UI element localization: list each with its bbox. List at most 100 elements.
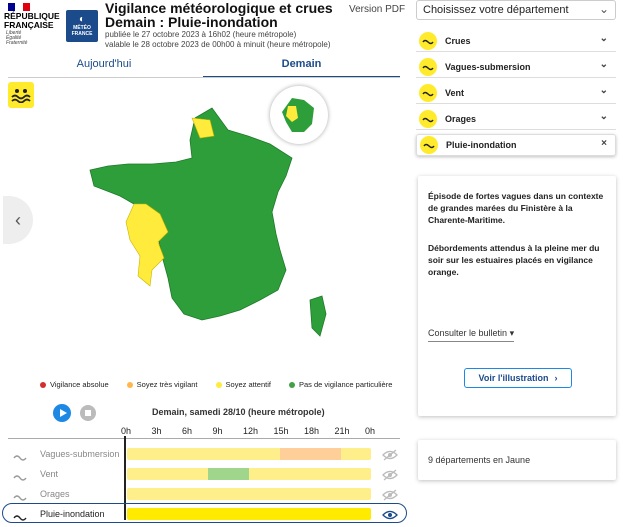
hour-label: 15h bbox=[273, 426, 289, 436]
select-placeholder: Choisissez votre département bbox=[423, 4, 569, 16]
chevron-down-icon[interactable]: ⌄ bbox=[599, 111, 608, 122]
accordion-label: Vagues-submersion bbox=[445, 61, 531, 72]
timeline-date: Demain, samedi 28/10 (heure métropole) bbox=[152, 407, 325, 417]
tab-today[interactable]: Aujourd'hui bbox=[76, 58, 132, 70]
wind-icon bbox=[13, 469, 29, 481]
hour-label: 0h bbox=[121, 426, 132, 436]
republic-logo-text: RÉPUBLIQUE FRANÇAISE bbox=[4, 12, 60, 30]
legend-dot bbox=[215, 381, 222, 388]
published-date: publiée le 27 octobre 2023 à 16h02 (heur… bbox=[105, 30, 297, 39]
waves-icon bbox=[13, 449, 29, 461]
info-paragraph-1: Épisode de fortes vagues dans un context… bbox=[428, 191, 604, 225]
hour-label: 0h bbox=[365, 426, 376, 436]
legend-item: Soyez très vigilant bbox=[126, 380, 198, 389]
map-france-green bbox=[89, 107, 293, 321]
info-paragraph-2: Débordements attendus à la pleine mer du… bbox=[428, 243, 600, 277]
meteo-france-logo[interactable]: ◐ MÉTÉO FRANCE bbox=[66, 10, 98, 42]
map-yellow-coast bbox=[125, 203, 169, 287]
republic-motto: Liberté Égalité Fraternité bbox=[6, 31, 27, 46]
title-line-2: Demain : Pluie-inondation bbox=[105, 14, 278, 30]
tab-tomorrow[interactable]: Demain bbox=[203, 58, 400, 78]
timeline-row-label[interactable]: Vent bbox=[40, 469, 59, 479]
crues-icon bbox=[419, 31, 437, 50]
chevron-down-icon[interactable]: ⌄ bbox=[599, 59, 608, 70]
close-icon[interactable]: × bbox=[601, 138, 607, 149]
eye-off-icon[interactable] bbox=[382, 468, 398, 481]
summary-text: 9 départements en Jaune bbox=[428, 455, 531, 465]
chevron-left-icon: ‹ bbox=[15, 209, 21, 230]
title-line-1: Vigilance météorologique et crues bbox=[105, 0, 333, 16]
france-vigilance-map[interactable] bbox=[80, 100, 340, 340]
accordion-label: Vent bbox=[445, 87, 465, 98]
republic-flag bbox=[8, 3, 30, 11]
hour-label: 9h bbox=[212, 426, 223, 436]
hour-label: 6h bbox=[182, 426, 193, 436]
republic-line: RÉPUBLIQUE bbox=[4, 11, 60, 21]
overseas-minimap[interactable] bbox=[270, 86, 328, 144]
summary-card: 9 départements en Jaune bbox=[418, 440, 616, 480]
caret-down-icon: ▾ bbox=[509, 328, 515, 338]
eye-off-icon[interactable] bbox=[382, 488, 398, 501]
accordion-item-crues[interactable]: Crues ⌄ bbox=[416, 30, 616, 52]
bulletin-link[interactable]: Consulter le bulletin ▾ bbox=[428, 328, 515, 342]
map-corsica bbox=[309, 295, 327, 337]
legend-dot bbox=[40, 381, 46, 388]
motto-line: Fraternité bbox=[6, 40, 28, 46]
info-card: Épisode de fortes vagues dans un context… bbox=[418, 176, 616, 416]
legend-label: Soyez attentif bbox=[225, 380, 271, 389]
motto-line: Liberté bbox=[6, 30, 22, 36]
legend-item: Vigilance absolue bbox=[40, 380, 109, 389]
accordion-item-vagues-submersion[interactable]: Vagues-submersion ⌄ bbox=[416, 56, 616, 78]
motto-line: Égalité bbox=[6, 35, 22, 41]
accordion-label: Crues bbox=[445, 35, 471, 46]
previous-button[interactable]: ‹ bbox=[3, 196, 33, 244]
bulletin-label: Consulter le bulletin bbox=[428, 328, 508, 338]
chevron-down-icon: ⌄ bbox=[598, 2, 609, 16]
republic-line: FRANÇAISE bbox=[4, 20, 54, 30]
accordion-item-orages[interactable]: Orages ⌄ bbox=[416, 108, 616, 130]
flood-icon bbox=[420, 136, 438, 154]
timeline-bar[interactable] bbox=[127, 508, 371, 520]
timeline-bar[interactable] bbox=[127, 448, 371, 460]
active-row-highlight bbox=[2, 503, 407, 523]
timeline-row-label[interactable]: Pluie-inondation bbox=[40, 509, 105, 519]
hour-label: 18h bbox=[304, 426, 320, 436]
chevron-down-icon[interactable]: ⌄ bbox=[599, 85, 608, 96]
legend-label: Pas de vigilance particulière bbox=[298, 380, 393, 389]
waves-icon bbox=[419, 57, 437, 76]
department-select[interactable]: Choisissez votre département ⌄ bbox=[416, 0, 616, 20]
logo-line: FRANCE bbox=[71, 31, 93, 37]
accordion-item-vent[interactable]: Vent ⌄ bbox=[416, 82, 616, 104]
map-legend: Vigilance absolue Soyez très vigilant So… bbox=[40, 380, 392, 389]
flood-icon[interactable] bbox=[8, 82, 34, 108]
timeline-axis bbox=[8, 438, 400, 439]
timeline-bar[interactable] bbox=[127, 488, 371, 500]
accordion-label: Pluie-inondation bbox=[446, 140, 517, 150]
page-title: Vigilance météorologique et crues Demain… bbox=[105, 1, 333, 29]
illustration-label: Voir l'illustration bbox=[478, 373, 549, 383]
version-pdf-link[interactable]: Version PDF bbox=[349, 4, 406, 15]
accordion-item-pluie-inondation[interactable]: Pluie-inondation × bbox=[416, 134, 616, 156]
valid-date: valable le 28 octobre 2023 de 00h00 à mi… bbox=[105, 40, 331, 49]
legend-dot bbox=[288, 381, 295, 388]
timeline-segment bbox=[279, 448, 341, 460]
legend-item: Soyez attentif bbox=[215, 380, 271, 389]
timeline-row-label[interactable]: Orages bbox=[40, 489, 70, 499]
logo-line: MÉTÉO bbox=[73, 25, 91, 31]
tab-divider bbox=[8, 77, 400, 78]
stop-button[interactable] bbox=[80, 405, 96, 421]
legend-dot bbox=[126, 381, 133, 388]
hour-label: 21h bbox=[334, 426, 350, 436]
play-button[interactable] bbox=[53, 404, 71, 422]
eye-off-icon[interactable] bbox=[382, 448, 398, 461]
wind-icon bbox=[419, 83, 437, 102]
storm-icon bbox=[13, 489, 29, 501]
time-cursor[interactable] bbox=[124, 436, 126, 520]
timeline-row-label[interactable]: Vagues-submersion bbox=[40, 449, 120, 459]
chevron-down-icon[interactable]: ⌄ bbox=[599, 33, 608, 44]
timeline-bar[interactable] bbox=[127, 468, 371, 480]
timeline-segment bbox=[208, 468, 249, 480]
illustration-button[interactable]: Voir l'illustration › bbox=[464, 368, 572, 388]
hour-label: 12h bbox=[243, 426, 259, 436]
legend-item: Pas de vigilance particulière bbox=[288, 380, 393, 389]
